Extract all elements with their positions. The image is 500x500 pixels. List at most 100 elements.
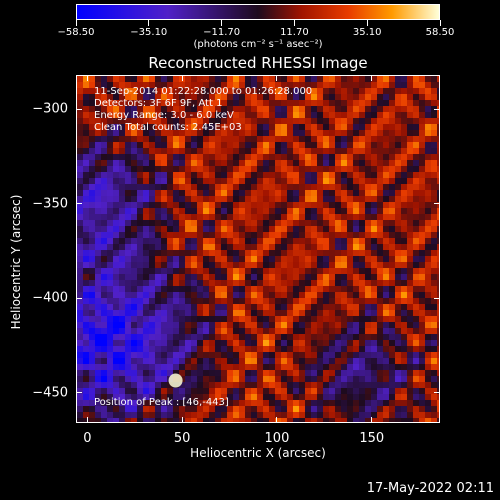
heatmap-cell — [131, 142, 137, 148]
heatmap-cell — [293, 100, 299, 106]
heatmap-cell — [83, 136, 89, 142]
heatmap-cell — [197, 310, 203, 316]
heatmap-cell — [233, 226, 239, 232]
heatmap-cell — [389, 238, 395, 244]
heatmap-cell — [305, 76, 311, 82]
heatmap-cell — [395, 238, 401, 244]
heatmap-cell — [257, 274, 263, 280]
heatmap-cell — [239, 232, 245, 238]
heatmap-cell — [167, 316, 173, 322]
heatmap-cell — [275, 250, 281, 256]
heatmap-cell — [329, 220, 335, 226]
heatmap-cell — [311, 280, 317, 286]
heatmap-cell — [281, 256, 287, 262]
chart-title: Reconstructed RHESSI Image — [148, 54, 368, 72]
heatmap-cell — [209, 250, 215, 256]
heatmap-cell — [389, 394, 395, 400]
heatmap-cell — [113, 256, 119, 262]
heatmap-cell — [323, 328, 329, 334]
heatmap-cell — [287, 280, 293, 286]
heatmap-cell — [185, 100, 191, 106]
heatmap-cell — [179, 400, 185, 406]
heatmap-cell — [137, 262, 143, 268]
heatmap-cell — [149, 394, 155, 400]
heatmap-cell — [395, 370, 401, 376]
heatmap-cell — [251, 256, 257, 262]
heatmap-cell — [359, 400, 365, 406]
heatmap-cell — [263, 256, 269, 262]
heatmap-cell — [317, 370, 323, 376]
heatmap-cell — [89, 124, 95, 130]
heatmap-cell — [185, 94, 191, 100]
heatmap-cell — [209, 220, 215, 226]
heatmap-cell — [119, 226, 125, 232]
heatmap-cell — [437, 178, 439, 184]
heatmap-cell — [89, 226, 95, 232]
heatmap-cell — [233, 154, 239, 160]
heatmap-cell — [179, 346, 185, 352]
heatmap-cell — [197, 232, 203, 238]
heatmap-cell — [215, 226, 221, 232]
heatmap-cell — [215, 184, 221, 190]
heatmap-cell — [401, 346, 407, 352]
heatmap-cell — [275, 238, 281, 244]
heatmap-cell — [119, 262, 125, 268]
heatmap-cell — [143, 382, 149, 388]
heatmap-cell — [359, 130, 365, 136]
heatmap-cell — [395, 322, 401, 328]
heatmap-cell — [173, 190, 179, 196]
heatmap-cell — [437, 328, 439, 334]
heatmap-cell — [275, 154, 281, 160]
heatmap-cell — [179, 334, 185, 340]
heatmap-cell — [215, 286, 221, 292]
heatmap-cell — [359, 136, 365, 142]
heatmap-cell — [197, 100, 203, 106]
heatmap-cell — [89, 160, 95, 166]
heatmap-cell — [413, 196, 419, 202]
heatmap-cell — [263, 88, 269, 94]
heatmap-cell — [377, 262, 383, 268]
heatmap-cell — [425, 334, 431, 340]
heatmap-cell — [203, 406, 209, 412]
heatmap-cell — [125, 256, 131, 262]
heatmap-cell — [275, 280, 281, 286]
heatmap-cell — [401, 316, 407, 322]
heatmap-cell — [113, 268, 119, 274]
heatmap-cell — [413, 280, 419, 286]
heatmap-cell — [299, 256, 305, 262]
heatmap-cell — [305, 274, 311, 280]
heatmap-cell — [89, 352, 95, 358]
heatmap-cell — [293, 82, 299, 88]
heatmap-cell — [287, 76, 293, 82]
heatmap-cell — [383, 190, 389, 196]
heatmap-cell — [359, 304, 365, 310]
heatmap-cell — [257, 220, 263, 226]
heatmap-cell — [203, 274, 209, 280]
heatmap-cell — [365, 352, 371, 358]
heatmap-cell — [317, 256, 323, 262]
heatmap-cell — [275, 346, 281, 352]
heatmap-cell — [107, 118, 113, 124]
heatmap-cell — [311, 214, 317, 220]
heatmap-cell — [425, 196, 431, 202]
heatmap-cell — [239, 286, 245, 292]
heatmap-cell — [365, 346, 371, 352]
heatmap-cell — [191, 244, 197, 250]
heatmap-cell — [281, 106, 287, 112]
heatmap-cell — [125, 88, 131, 94]
heatmap-cell — [233, 298, 239, 304]
heatmap-cell — [413, 268, 419, 274]
heatmap-cell — [401, 340, 407, 346]
heatmap-cell — [191, 406, 197, 412]
heatmap-cell — [101, 250, 107, 256]
heatmap-cell — [341, 400, 347, 406]
heatmap-cell — [407, 406, 413, 412]
heatmap-cell — [215, 280, 221, 286]
heatmap-cell — [125, 202, 131, 208]
heatmap-cell — [239, 310, 245, 316]
heatmap-cell — [155, 376, 161, 382]
heatmap-cell — [347, 214, 353, 220]
heatmap-cell — [125, 388, 131, 394]
heatmap-cell — [125, 94, 131, 100]
heatmap-cell — [257, 124, 263, 130]
